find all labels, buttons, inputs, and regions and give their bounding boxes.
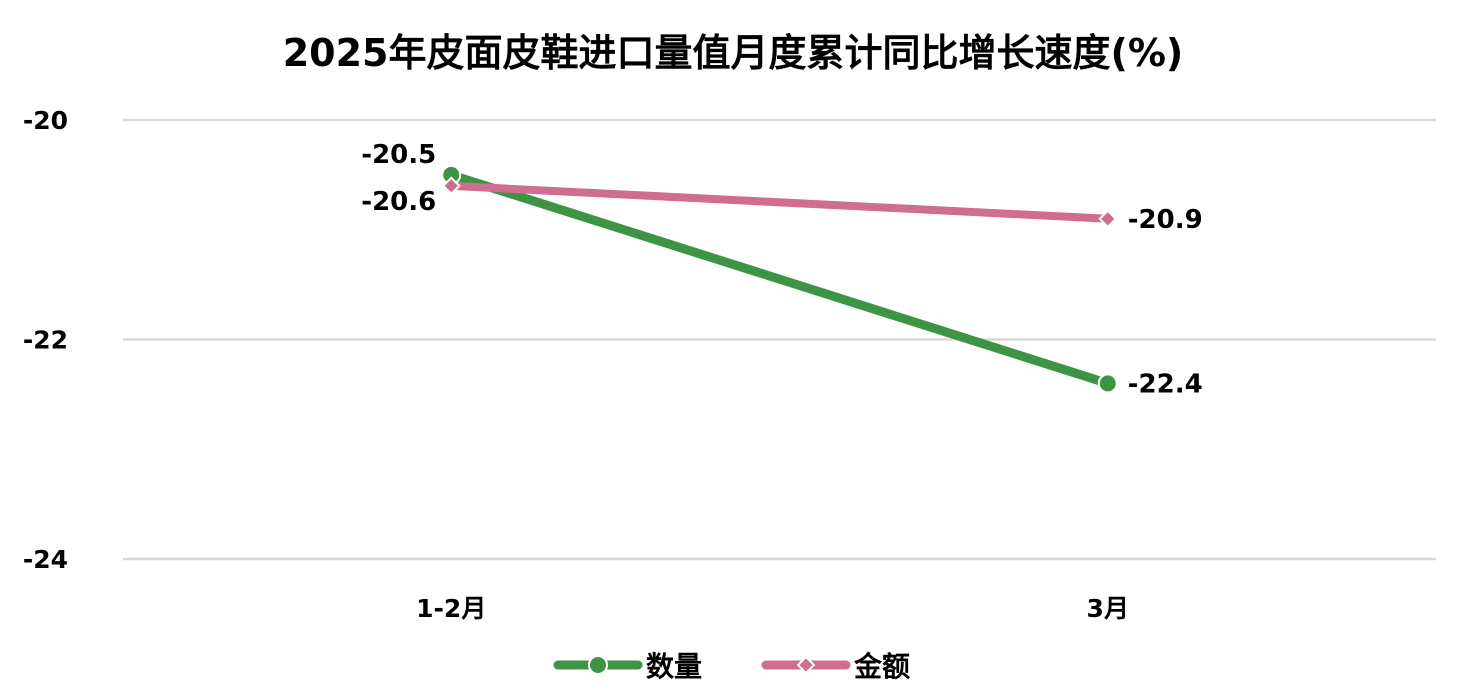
legend-marker [588,655,608,675]
data-point-marker [1098,209,1118,229]
x-tick-label: 3月 [1087,594,1129,623]
data-label: -22.4 [1128,369,1203,399]
legend-marker [796,655,816,675]
data-label: -20.9 [1128,205,1203,235]
y-tick-label: -20 [23,106,68,135]
data-label: -20.5 [361,140,436,170]
legend-label: 金额 [853,650,910,683]
chart-title: 2025年皮面皮鞋进口量值月度累计同比增长速度(%) [283,31,1184,75]
data-labels: -20.5 -22.4 -20.6 -20.9 [361,140,1202,400]
y-tick-label: -24 [23,545,68,574]
legend-label: 数量 [646,650,702,683]
data-point-marker [441,176,461,196]
y-axis-ticks: -20 -22 -24 [23,106,68,574]
series-line-2 [447,181,1112,223]
x-axis-ticks: 1-2月 3月 [416,594,1129,623]
series-group [441,164,1118,394]
data-point-marker [1097,373,1118,394]
gridlines [123,118,1436,561]
legend: 数量 金额 [553,650,910,683]
data-label: -20.6 [361,187,436,217]
y-tick-label: -22 [23,326,68,355]
series-line-1 [446,170,1113,388]
x-tick-label: 1-2月 [416,594,486,623]
